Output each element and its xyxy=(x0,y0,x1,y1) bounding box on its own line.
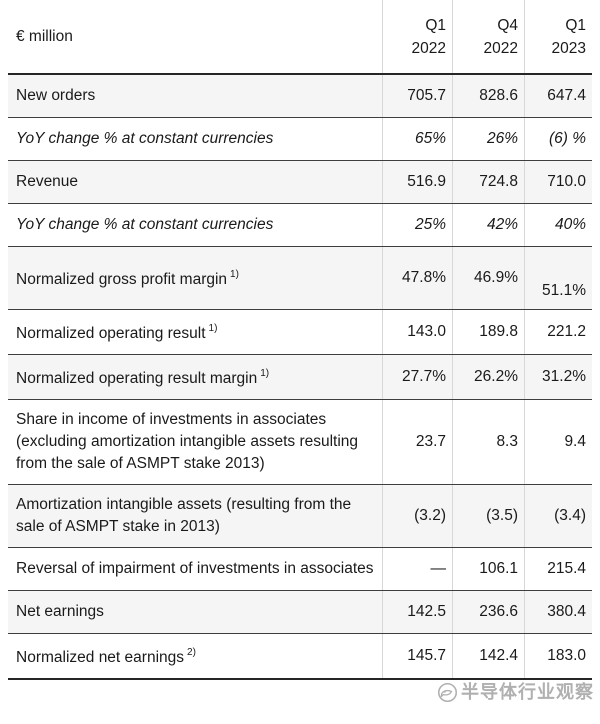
value-cell: 9.4 xyxy=(524,400,592,485)
metric-label: Normalized operating result 1) xyxy=(16,323,218,343)
column-year: 2023 xyxy=(551,39,586,57)
value-cell: 215.4 xyxy=(524,548,592,591)
value-cell: 724.8 xyxy=(452,161,524,203)
value-cell: 26% xyxy=(452,118,524,160)
value-cell: 647.4 xyxy=(524,75,592,117)
table-row: Reversal of impairment of investments in… xyxy=(8,548,592,592)
metric-label: Reversal of impairment of investments in… xyxy=(16,560,374,578)
watermark: 半导体行业观察 xyxy=(437,681,594,703)
value-cell: 710.0 xyxy=(524,161,592,203)
value-cell: (3.4) xyxy=(524,485,592,548)
results-table: € million Q1 2022 Q4 2022 Q1 2023 New orders 7… xyxy=(8,0,592,681)
value-cell: 25% xyxy=(382,204,452,246)
footnote-marker: 2) xyxy=(187,647,196,659)
metric-label: Normalized gross profit margin 1) xyxy=(16,268,239,289)
column-period: Q4 xyxy=(497,16,518,34)
table-row: Normalized operating result 1) 143.0 189.8 2… xyxy=(8,310,592,356)
table-body: New orders 705.7 828.6 647.4 YoY change % at… xyxy=(8,75,592,681)
value-cell: 189.8 xyxy=(452,310,524,355)
footnote-marker: 1) xyxy=(260,368,270,380)
value-cell: 23.7 xyxy=(382,400,452,485)
metric-label: New orders xyxy=(16,87,96,104)
value-cell: 65% xyxy=(382,118,452,160)
value-cell: (3.5) xyxy=(452,485,524,548)
value-cell: 142.5 xyxy=(382,591,452,634)
table-row: Normalized operating result margin 1) 27.7… xyxy=(8,355,592,401)
metric-label: YoY change % at constant currencies xyxy=(16,130,274,147)
value-cell: 46.9% xyxy=(452,247,524,309)
value-cell: (3.2) xyxy=(382,485,452,548)
value-cell: 106.1 xyxy=(452,548,524,591)
table-row: Normalized net earnings 2) 145.7 142.4 183.0 xyxy=(8,634,592,681)
value-cell: 705.7 xyxy=(382,75,452,117)
value-cell: 31.2% xyxy=(524,355,592,400)
column-header: Q1 2022 xyxy=(382,0,452,73)
value-cell: 40% xyxy=(524,204,592,246)
table-row: Share in income of investments in associ… xyxy=(8,400,592,486)
table-row: Normalized gross profit margin 1) 47.8% 46.… xyxy=(8,247,592,310)
footnote-marker: 1) xyxy=(230,268,239,280)
watermark-logo-icon xyxy=(437,682,458,703)
value-cell: — xyxy=(382,548,452,591)
table-row: Net earnings 142.5 236.6 380.4 xyxy=(8,591,592,635)
value-cell: 26.2% xyxy=(452,355,524,400)
value-cell: 828.6 xyxy=(452,75,524,117)
value-cell: 380.4 xyxy=(524,591,592,634)
column-year: 2022 xyxy=(483,39,518,57)
metric-label: YoY change % at constant currencies xyxy=(16,216,274,233)
column-period: Q1 xyxy=(425,16,446,34)
column-period: Q1 xyxy=(565,16,586,34)
metric-label: Amortization intangible assets (resultin… xyxy=(16,496,352,536)
value-cell: 236.6 xyxy=(452,591,524,634)
table-row: Revenue 516.9 724.8 710.0 xyxy=(8,161,592,204)
table-row: Amortization intangible assets (resultin… xyxy=(8,485,592,549)
unit-label-text: € million xyxy=(16,27,73,45)
column-year: 2022 xyxy=(411,39,446,57)
table-row: YoY change % at constant currencies 25% 42… xyxy=(8,204,592,247)
column-header: Q1 2023 xyxy=(524,0,592,73)
value-cell: 8.3 xyxy=(452,400,524,485)
value-cell: 27.7% xyxy=(382,355,452,400)
metric-label: Normalized operating result margin 1) xyxy=(16,368,270,388)
watermark-text: 半导体行业观察 xyxy=(461,682,594,702)
value-cell: 183.0 xyxy=(524,634,592,679)
value-cell: 516.9 xyxy=(382,161,452,203)
metric-label: Net earnings xyxy=(16,603,104,621)
value-cell: 221.2 xyxy=(524,310,592,355)
value-cell: 142.4 xyxy=(452,634,524,679)
column-header: Q4 2022 xyxy=(452,0,524,73)
metric-label: Share in income of investments in associ… xyxy=(16,411,359,473)
metric-label: Revenue xyxy=(16,173,79,190)
table-row: YoY change % at constant currencies 65% 26… xyxy=(8,118,592,161)
value-cell: 42% xyxy=(452,204,524,246)
unit-label: € million xyxy=(8,0,382,73)
value-cell: (6) % xyxy=(524,118,592,160)
table-header-row: € million Q1 2022 Q4 2022 Q1 2023 xyxy=(8,0,592,75)
value-cell: 51.1% xyxy=(524,247,592,309)
footnote-marker: 1) xyxy=(208,323,218,334)
value-cell: 143.0 xyxy=(382,310,452,355)
value-cell: 47.8% xyxy=(382,247,452,309)
metric-label: Normalized net earnings 2) xyxy=(16,647,196,667)
table-row: New orders 705.7 828.6 647.4 xyxy=(8,75,592,118)
value-cell: 145.7 xyxy=(382,634,452,679)
